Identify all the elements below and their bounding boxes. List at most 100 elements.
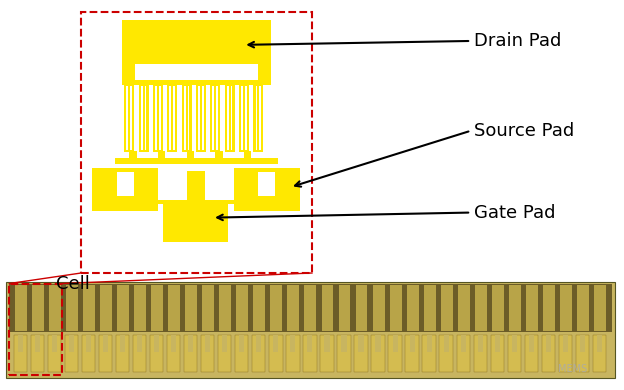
Bar [273, 335, 278, 352]
Bar [256, 335, 261, 352]
Bar [373, 285, 384, 331]
Bar [158, 151, 165, 158]
Bar [9, 284, 62, 375]
Bar [188, 335, 193, 352]
Bar [227, 86, 228, 150]
Text: Source Pad: Source Pad [474, 122, 575, 140]
Bar [202, 285, 214, 331]
Text: Drain Pad: Drain Pad [474, 32, 562, 50]
Bar [577, 285, 589, 331]
Bar [14, 335, 27, 372]
Bar [18, 335, 23, 352]
Bar [66, 285, 78, 331]
Bar [288, 285, 300, 331]
Bar [321, 285, 333, 331]
Bar [225, 84, 235, 152]
Bar [507, 335, 521, 372]
Bar [196, 84, 206, 152]
Bar [155, 86, 157, 150]
Bar [275, 172, 285, 196]
Bar [220, 285, 232, 331]
Bar [120, 335, 125, 352]
Bar [171, 335, 176, 352]
Bar [122, 20, 271, 64]
Bar [145, 86, 146, 150]
Bar [205, 335, 210, 352]
Bar [99, 335, 112, 372]
Bar [134, 172, 144, 196]
Bar [129, 151, 137, 158]
Bar [593, 335, 606, 372]
Bar [184, 86, 185, 150]
Bar [185, 285, 197, 331]
Bar [86, 335, 91, 352]
Bar [409, 335, 414, 352]
Bar [341, 335, 346, 352]
Bar [83, 285, 95, 331]
Bar [253, 84, 263, 152]
Bar [286, 335, 300, 372]
Bar [252, 335, 265, 372]
Bar [151, 285, 163, 331]
Bar [217, 86, 218, 150]
Bar [107, 172, 117, 196]
Bar [100, 285, 112, 331]
Bar [150, 335, 163, 372]
Bar [308, 335, 313, 352]
Bar [594, 285, 606, 331]
Bar [116, 335, 129, 372]
Bar [260, 86, 261, 150]
Bar [457, 335, 470, 372]
Bar [210, 84, 220, 152]
Bar [236, 285, 248, 331]
Bar [258, 64, 271, 82]
Bar [115, 158, 278, 164]
Bar [137, 335, 142, 352]
Bar [244, 151, 251, 158]
Bar [205, 200, 263, 204]
Bar [213, 86, 214, 150]
Bar [563, 335, 568, 352]
Bar [65, 335, 78, 372]
Bar [31, 335, 44, 372]
Bar [320, 335, 334, 372]
Bar [9, 284, 612, 332]
Bar [49, 285, 61, 331]
Bar [305, 285, 316, 331]
Bar [248, 172, 285, 196]
Bar [6, 282, 615, 378]
Bar [495, 335, 500, 352]
Bar [388, 335, 402, 372]
Bar [202, 86, 203, 150]
Bar [512, 335, 517, 352]
Bar [103, 335, 108, 352]
Bar [580, 335, 585, 352]
Bar [492, 285, 504, 331]
Bar [339, 285, 351, 331]
Bar [392, 335, 397, 352]
Bar [263, 168, 276, 211]
Bar [461, 335, 466, 352]
Bar [427, 335, 432, 352]
Bar [124, 84, 134, 152]
Bar [526, 285, 538, 331]
Bar [35, 335, 40, 352]
Bar [167, 335, 180, 372]
Bar [133, 335, 146, 372]
Bar [129, 200, 187, 204]
Bar [356, 285, 368, 331]
Bar [69, 335, 74, 352]
Bar [439, 335, 453, 372]
Bar [139, 84, 149, 152]
Bar [248, 172, 258, 196]
Bar [303, 335, 316, 372]
Bar [222, 335, 227, 352]
Bar [134, 285, 146, 331]
Bar [475, 285, 487, 331]
Bar [458, 285, 470, 331]
Text: MEMS: MEMS [558, 363, 588, 374]
Bar [188, 86, 189, 150]
Bar [256, 86, 257, 150]
Bar [187, 151, 194, 158]
Bar [122, 64, 135, 82]
